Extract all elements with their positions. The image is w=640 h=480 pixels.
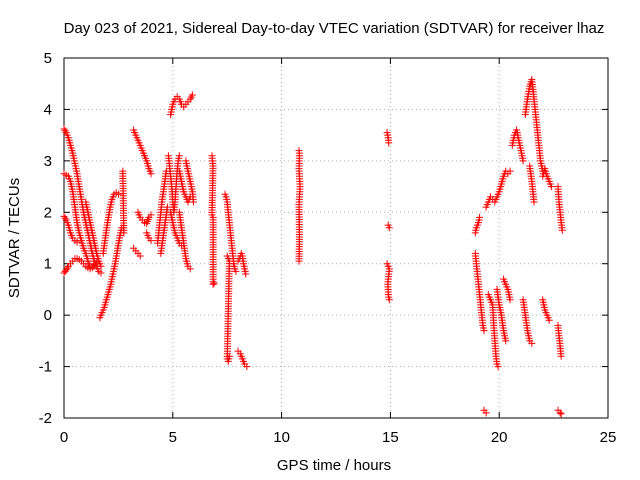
data-point [545,316,553,324]
data-point [528,339,536,347]
y-tick-label: 1 [44,256,52,273]
grid [64,58,608,418]
data-point [114,190,122,198]
x-tick-labels: 0 5 10 15 20 25 [60,429,617,446]
data-point [89,262,97,270]
data-point [73,238,81,246]
data-point [519,157,527,165]
data-point [225,352,233,360]
data-point [63,264,71,272]
data-point [232,267,240,275]
data-point [188,91,196,99]
x-tick-label: 5 [169,429,177,446]
y-tick-label: 3 [44,153,52,170]
data-point [385,296,393,304]
data-point [186,265,194,273]
data-point [557,410,565,418]
x-tick-label: 20 [491,429,508,446]
data-point [190,198,197,206]
plot-frame [63,57,609,419]
data-point [557,352,565,360]
data-point [147,211,155,219]
data-point [61,127,69,135]
data-point [97,269,105,277]
data-point [295,257,303,265]
y-tick-label: 0 [44,307,52,324]
data-point [62,266,70,274]
data-point [494,363,502,371]
data-point [506,167,514,175]
x-tick-label: 10 [273,429,290,446]
data-point [60,125,68,133]
data-point [209,280,217,288]
data-point [476,213,484,221]
y-tick-label: 5 [44,50,52,67]
data-point [480,327,488,335]
data-point [385,224,393,232]
data-point [147,237,155,245]
data-point [147,170,155,178]
data-point [530,198,538,206]
data-point [175,152,183,160]
data-point [556,409,564,417]
y-axis-label: SDTVAR / TECUs [6,178,23,298]
data-points [60,76,566,418]
y-tick-label: 4 [44,101,52,118]
data-point [120,229,128,237]
data-point [385,139,393,147]
data-point [482,409,490,417]
axis-ticks [63,57,609,419]
data-point [558,226,566,234]
data-point [136,252,144,260]
x-tick-label: 25 [600,429,617,446]
data-point [242,270,250,278]
data-point [60,212,68,220]
chart-title: Day 023 of 2021, Sidereal Day-to-day VTE… [64,20,605,37]
data-point [210,279,218,287]
y-tick-label: -2 [39,410,52,427]
x-tick-label: 0 [60,429,68,446]
data-point [97,262,105,270]
data-point [506,296,514,304]
data-point [547,183,555,191]
data-point [163,203,171,211]
y-tick-label: -1 [39,359,52,376]
x-axis-label: GPS time / hours [277,457,391,474]
data-point [502,337,510,345]
data-point [61,214,69,222]
y-tick-label: 2 [44,204,52,221]
y-tick-labels: -2 -1 0 1 2 3 4 5 [39,50,52,427]
data-point [243,363,251,371]
x-tick-label: 15 [382,429,399,446]
